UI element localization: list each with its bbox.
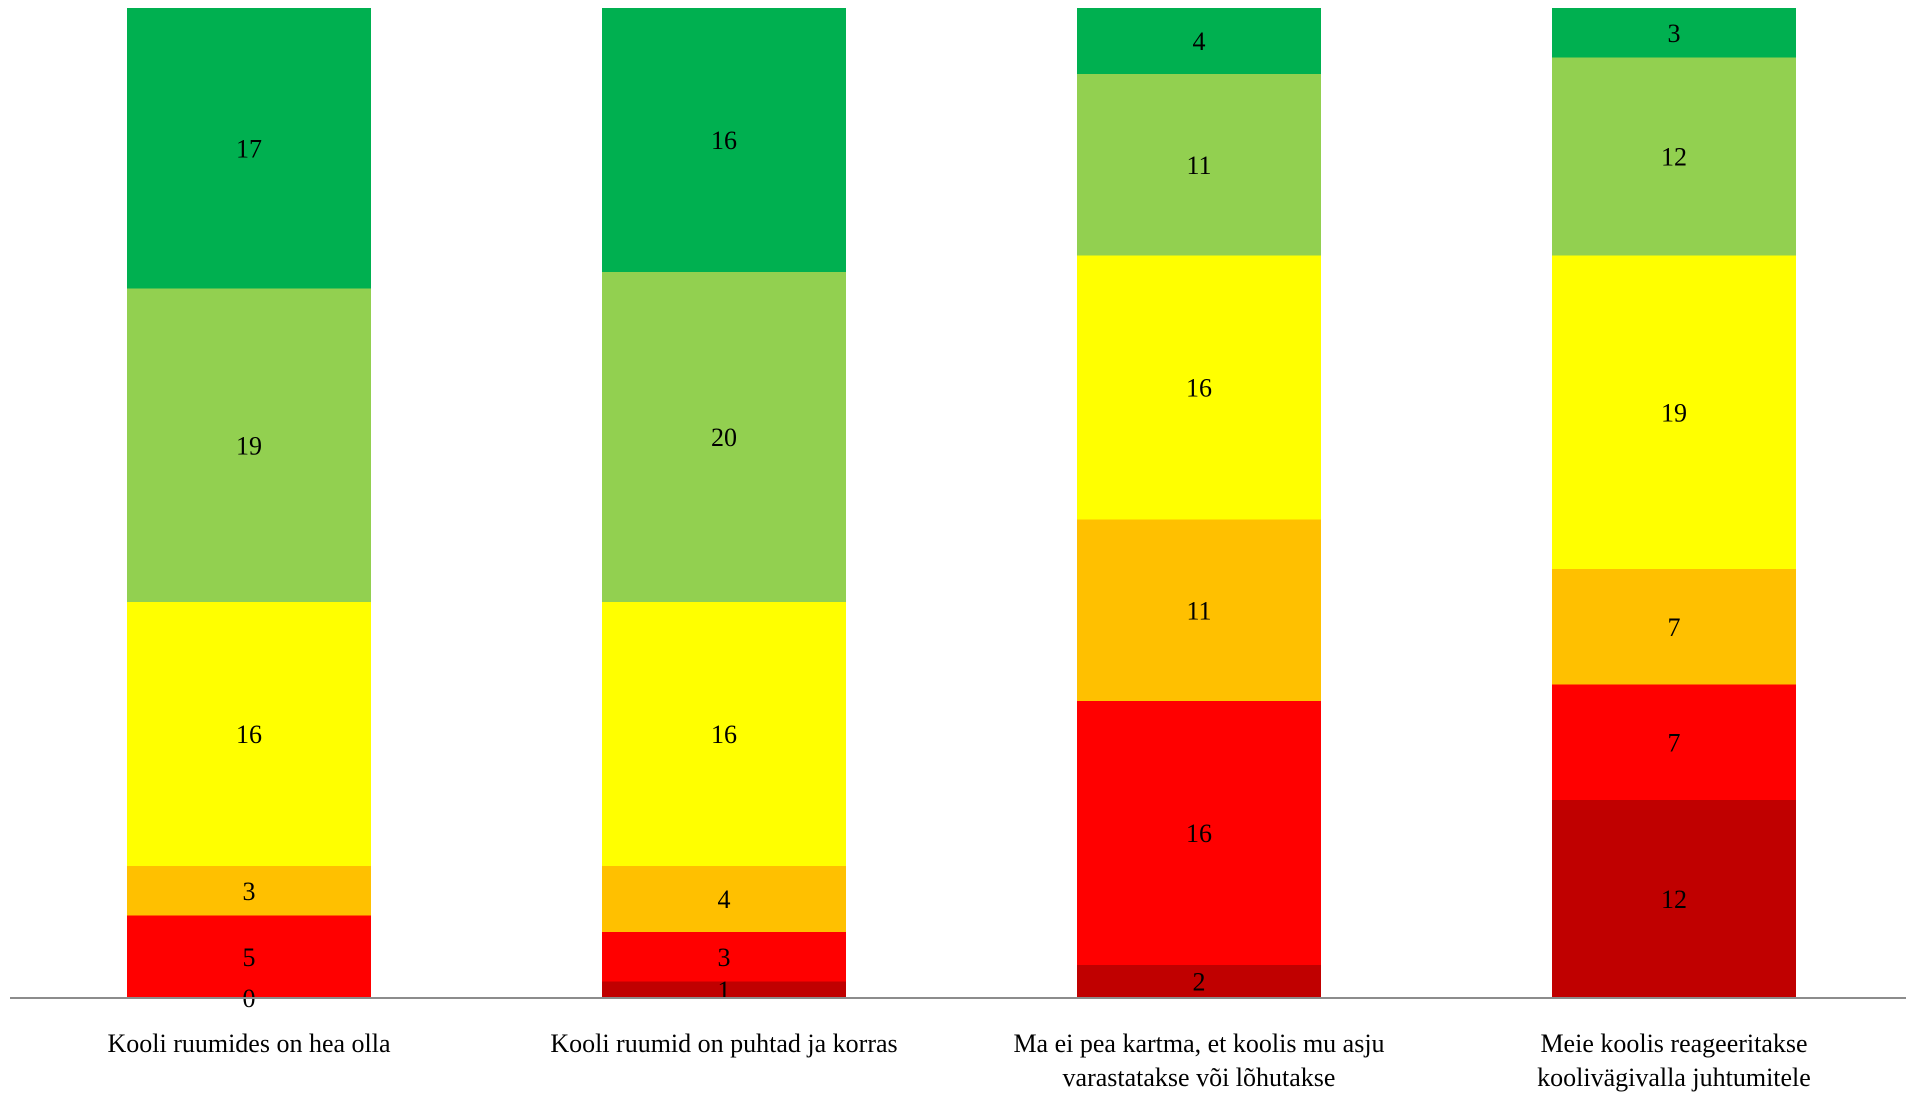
bar-segment [602,932,846,982]
data-label: 12 [1661,885,1687,914]
data-label: 16 [1186,819,1212,848]
data-label: 2 [1193,968,1206,997]
data-label: 3 [1668,19,1681,48]
data-label: 16 [711,126,737,155]
bar-segment [602,866,846,932]
bar-segment [1077,8,1321,74]
bar-segment [127,8,371,289]
bar-segment [1552,569,1796,685]
category-label: Meie koolis reageeritakse [1540,1029,1807,1058]
bar-segment [1552,8,1796,58]
bar-segment [127,602,371,866]
data-label: 1 [718,976,731,1005]
bar-segment [127,915,371,998]
data-label: 3 [718,943,731,972]
category-label: Ma ei pea kartma, et koolis mu asju [1013,1029,1384,1058]
bar-segment [602,602,846,866]
data-label: 20 [711,423,737,452]
bar-segment [1552,255,1796,569]
bar-segment [602,272,846,602]
bar-segment [1077,74,1321,256]
data-label: 12 [1661,143,1687,172]
category-label: Kooli ruumid on puhtad ja korras [550,1029,897,1058]
data-label: 3 [243,877,256,906]
bar-segment [1077,519,1321,701]
data-label: 19 [236,431,262,460]
data-label: 11 [1186,151,1211,180]
category-label: varastatakse või lõhutakse [1063,1063,1336,1092]
bar-segment [127,866,371,916]
bar-segment [602,8,846,272]
bar-segment [1077,255,1321,520]
bar-segment [1077,701,1321,965]
data-label: 16 [236,720,262,749]
data-label: 16 [711,720,737,749]
data-label: 17 [236,134,262,163]
bar-segment [1552,57,1796,256]
data-label: 4 [1193,27,1206,56]
data-label: 16 [1186,374,1212,403]
data-label: 5 [243,943,256,972]
category-label: koolivägivalla juhtumitele [1537,1063,1811,1092]
bar-segment [1552,800,1796,998]
data-label: 4 [718,885,731,914]
category-labels-layer: Kooli ruumides on hea olla Kooli ruumid o… [107,1029,1810,1092]
data-label: 7 [1668,728,1681,757]
bars-layer [127,8,1796,998]
bar-segment [127,288,371,602]
bar-segment [1552,684,1796,800]
data-label: 11 [1186,596,1211,625]
bar-segment [1077,965,1321,998]
data-label: 7 [1668,613,1681,642]
category-label: Kooli ruumides on hea olla [107,1029,391,1058]
bar-segment [602,981,846,998]
data-label: 19 [1661,398,1687,427]
